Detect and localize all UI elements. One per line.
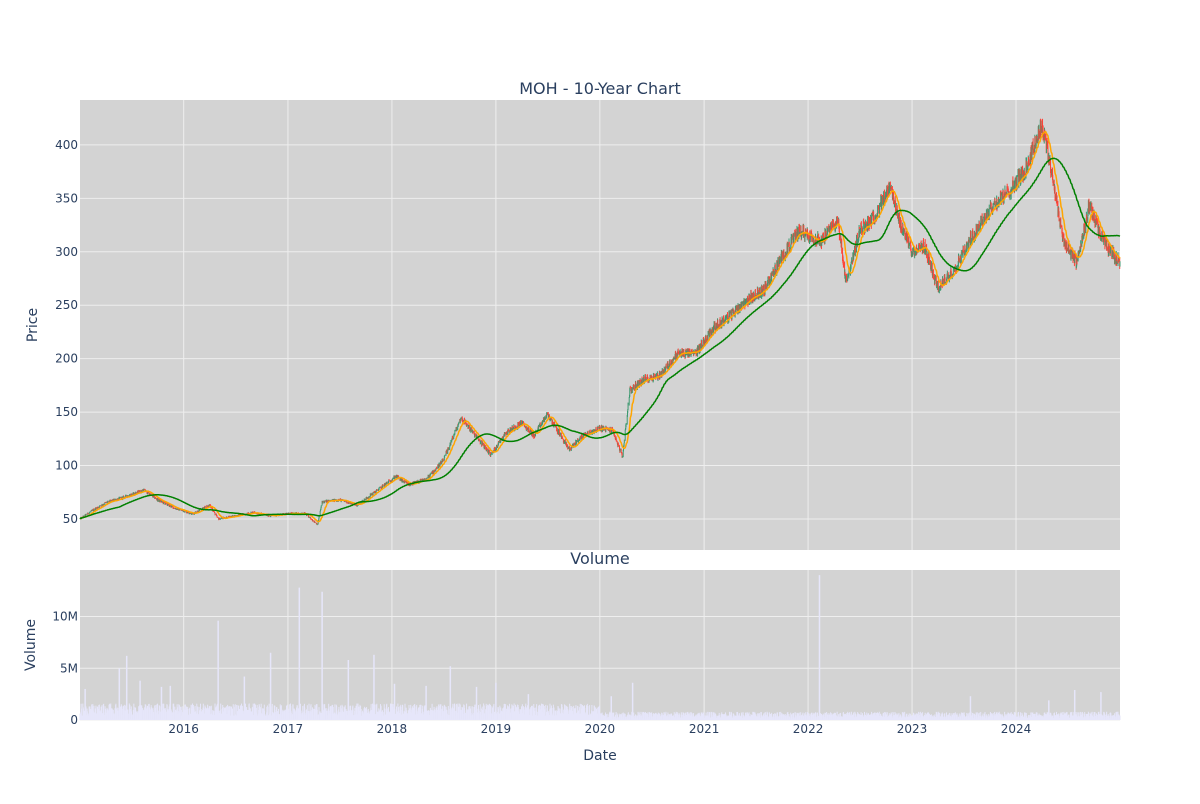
volume-y-tick-label: 0 [70, 713, 78, 727]
price-y-tick-label: 350 [55, 191, 78, 205]
price-y-tick-label: 150 [55, 405, 78, 419]
price-y-tick-label: 50 [63, 512, 78, 526]
long-moving-average-line [79, 157, 1121, 520]
x-tick-label: 2020 [585, 722, 616, 736]
price-y-tick-label: 300 [55, 245, 78, 259]
x-tick-label: 2019 [481, 722, 512, 736]
x-tick-label: 2016 [168, 722, 199, 736]
x-tick-label: 2021 [689, 722, 720, 736]
x-tick-label: 2017 [273, 722, 304, 736]
x-tick-label: 2023 [897, 722, 928, 736]
x-axis-title: Date [583, 748, 616, 764]
volume-chart-title: Volume [570, 549, 630, 568]
volume-y-tick-label: 5M [60, 661, 78, 675]
price-panel: 50 100 150 200 250 300 350 400 [55, 100, 1121, 550]
x-tick-label: 2024 [1001, 722, 1032, 736]
price-y-tick-label: 250 [55, 298, 78, 312]
volume-y-axis-title: Volume [23, 619, 39, 671]
x-tick-label: 2022 [793, 722, 824, 736]
short-moving-average-line [79, 130, 1121, 523]
price-y-axis-title: Price [25, 308, 41, 342]
x-tick-label: 2018 [377, 722, 408, 736]
price-chart-title: MOH - 10-Year Chart [519, 79, 681, 98]
price-y-tick-label: 100 [55, 459, 78, 473]
price-y-tick-label: 400 [55, 138, 78, 152]
volume-panel: 2016 2017 2018 2019 2020 2021 2022 2023 2024 0 5M 1… [52, 570, 1121, 736]
price-y-tick-label: 200 [55, 352, 78, 366]
volume-y-tick-label: 10M [52, 610, 78, 624]
